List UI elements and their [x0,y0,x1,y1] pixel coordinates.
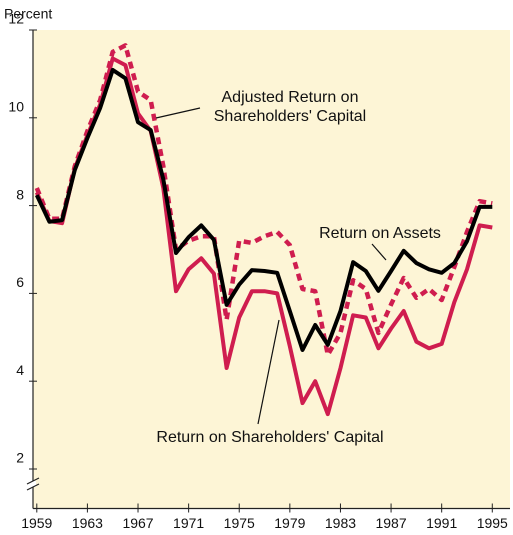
series-line [34,67,493,352]
y-tick-label: 12 [8,11,24,27]
y-tick-label: 2 [16,450,24,466]
x-tick-label: 1967 [122,515,153,531]
y-tick-label: 8 [16,186,24,202]
x-tick-label: 1979 [274,515,305,531]
axis-break [26,477,40,485]
x-tick-label: 1991 [426,515,457,531]
x-tick-label: 1959 [21,515,52,531]
series-line [34,56,493,417]
axis-break-gap [30,481,36,487]
annotation: Return on Assets [319,225,441,242]
x-tick-label: 1963 [72,515,103,531]
leader-line [155,107,201,119]
y-tick-label: 6 [16,274,24,290]
x-tick-label: 1975 [224,515,255,531]
annotation: Adjusted Return on Shareholders' Capital [213,89,367,125]
leader-line [371,243,387,261]
x-tick-label: 1987 [375,515,406,531]
x-tick-label: 1971 [173,515,204,531]
axis-break [26,483,40,491]
y-axis-label: Percent [4,6,52,22]
leader-line [257,319,280,425]
y-tick-label: 10 [8,99,24,115]
y-tick-label: 4 [16,362,24,378]
series-line [34,43,493,358]
x-tick-label: 1983 [325,515,356,531]
x-tick-label: 1995 [477,515,508,531]
annotation: Return on Shareholders' Capital [156,429,384,446]
